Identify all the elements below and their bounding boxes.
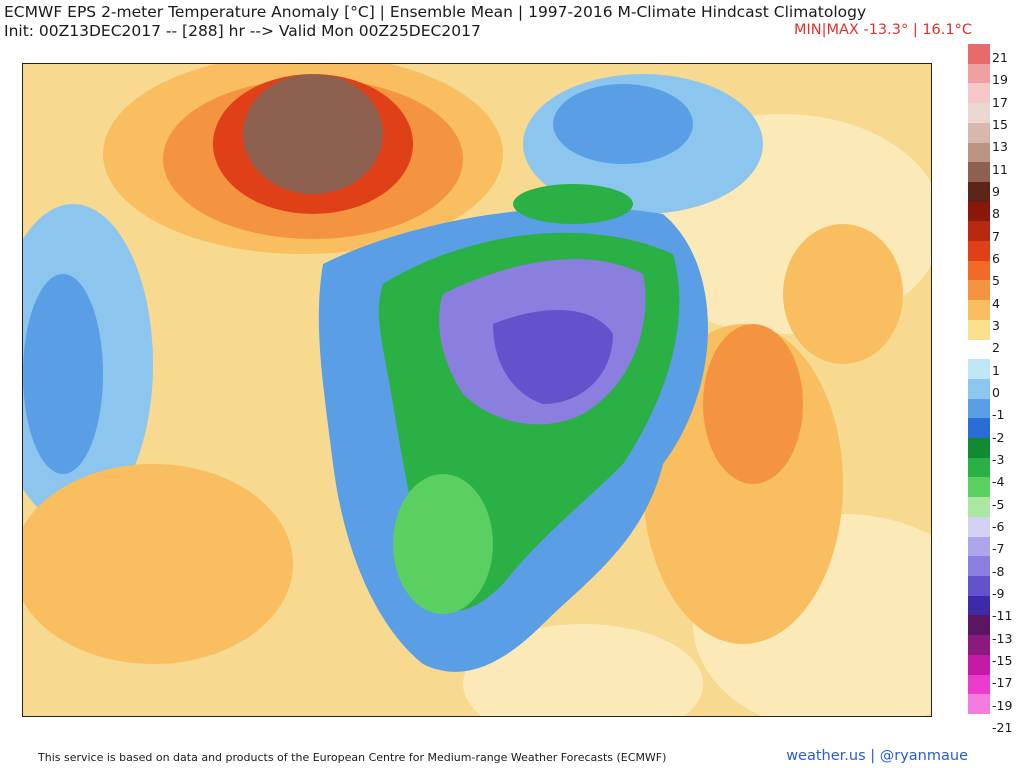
colorbar-label: 17 — [992, 94, 1008, 110]
colorbar-label: 6 — [992, 251, 1000, 266]
ecmwf-attribution: This service is based on data and produc… — [38, 751, 667, 764]
colorbar-label: -13 — [992, 630, 1013, 646]
colorbar-swatch — [968, 654, 990, 675]
colorbar-swatch — [968, 63, 990, 84]
alaska-warm-core — [243, 74, 383, 194]
colorbar-swatch — [968, 201, 990, 222]
colorbar-label: -2 — [992, 429, 1005, 445]
colorbar-label: 0 — [992, 385, 1000, 400]
colorbar-label: -5 — [992, 496, 1005, 512]
colorbar-swatch — [968, 457, 990, 478]
colorbar-swatch — [968, 339, 990, 360]
colorbar-label: -9 — [992, 586, 1005, 601]
colorbar-swatch — [968, 221, 990, 242]
colorbar-swatch — [968, 418, 990, 439]
colorbar-swatch — [968, 477, 990, 498]
greenland-cold-core — [553, 84, 693, 164]
colorbar-label: -3 — [992, 452, 1005, 467]
colorbar-swatch — [968, 44, 990, 64]
title-line-1: ECMWF EPS 2-meter Temperature Anomaly [°… — [4, 3, 867, 21]
north-atlantic-warm — [783, 224, 903, 364]
colorbar-swatch — [968, 300, 990, 320]
colorbar-swatch — [968, 359, 990, 379]
colorbar-swatch — [968, 142, 990, 163]
colorbar-label: 2 — [992, 340, 1000, 356]
colorbar-label: 11 — [992, 161, 1008, 177]
colorbar-swatch — [968, 556, 990, 576]
colorbar-label: -1 — [992, 407, 1005, 423]
plains-light-green — [393, 474, 493, 614]
atlantic-warm-core — [703, 324, 803, 484]
colorbar-label: 1 — [992, 362, 1000, 378]
colorbar-swatch — [968, 516, 990, 537]
colorbar-label: 13 — [992, 139, 1008, 155]
min-max-readout: MIN|MAX -13.3° | 16.1°C — [793, 22, 972, 38]
colorbar-swatch — [968, 181, 990, 202]
hudson-green-band — [513, 184, 633, 224]
pacific-warm-area — [23, 464, 293, 664]
central-canada-deep-purple — [493, 310, 613, 404]
colorbar-label: -15 — [992, 653, 1013, 668]
map-canvas — [23, 64, 931, 716]
colorbar-label: 3 — [992, 318, 1000, 333]
colorbar-label: -8 — [992, 563, 1005, 579]
colorbar-swatch — [968, 536, 990, 557]
map-title: ECMWF EPS 2-meter Temperature Anomaly [°… — [4, 3, 866, 41]
anomaly-map[interactable] — [22, 63, 932, 717]
colorbar-label: -4 — [992, 474, 1005, 490]
colorbar-swatch — [968, 497, 990, 517]
colorbar-swatch — [968, 241, 990, 261]
gulf-pale-area — [463, 624, 703, 716]
colorbar-label: 9 — [992, 184, 1000, 199]
pacific-cold-core — [23, 274, 103, 474]
colorbar-label: 15 — [992, 117, 1008, 132]
temperature-colorbar — [968, 44, 990, 714]
colorbar-swatch — [968, 438, 990, 458]
colorbar-swatch — [968, 615, 990, 636]
colorbar-label: 4 — [992, 295, 1000, 311]
colorbar-swatch — [968, 103, 990, 123]
colorbar-swatch — [968, 575, 990, 596]
colorbar-label: -17 — [992, 675, 1013, 691]
colorbar-label: -21 — [992, 720, 1013, 735]
colorbar-label: -6 — [992, 519, 1005, 534]
colorbar-label: 5 — [992, 273, 1000, 289]
colorbar-label: -11 — [992, 608, 1013, 624]
title-line-2: Init: 00Z13DEC2017 -- [288] hr --> Valid… — [4, 22, 481, 40]
colorbar-swatch — [968, 260, 990, 281]
colorbar-swatch — [968, 378, 990, 399]
colorbar-swatch — [968, 398, 990, 419]
colorbar-label: -7 — [992, 541, 1005, 557]
colorbar-swatch — [968, 280, 990, 301]
colorbar-label: 8 — [992, 206, 1000, 222]
colorbar-swatch — [968, 595, 990, 616]
colorbar-swatch — [968, 122, 990, 143]
colorbar-label: 19 — [992, 72, 1008, 88]
colorbar-swatch — [968, 635, 990, 655]
colorbar-swatch — [968, 319, 990, 340]
colorbar-label: 7 — [992, 228, 1000, 244]
colorbar-swatch — [968, 674, 990, 695]
colorbar-label: 21 — [992, 50, 1008, 65]
colorbar-swatch — [968, 162, 990, 182]
brand-link[interactable]: weather.us | @ryanmaue — [786, 748, 968, 764]
colorbar-label: -19 — [992, 697, 1013, 713]
colorbar-swatch — [968, 694, 990, 714]
colorbar-swatch — [968, 83, 990, 104]
